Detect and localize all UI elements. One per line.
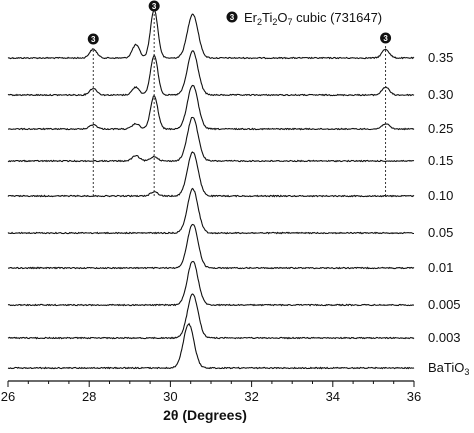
series-traces (7, 7, 415, 370)
series-line (7, 322, 415, 370)
reference-marker-label: 3 (383, 34, 388, 43)
reference-marker (380, 32, 392, 44)
series-line (7, 223, 415, 270)
legend: 3 Er2Ti2O7 cubic (731647) (226, 10, 382, 27)
series-line (7, 84, 415, 131)
reference-markers: 3 3 3 (87, 0, 392, 45)
series-label: BaTiO3 (428, 360, 469, 377)
legend-marker-icon (226, 11, 238, 23)
series-label: 0.15 (428, 153, 453, 168)
series-label: 0.30 (428, 87, 453, 102)
series-line (7, 293, 415, 340)
legend-marker-label: 3 (230, 13, 235, 22)
x-tick-label: 32 (244, 389, 258, 404)
series-line (7, 151, 415, 198)
series-label: 0.003 (428, 330, 461, 345)
x-tick-label: 34 (326, 389, 340, 404)
x-axis-title: 2θ (Degrees) (163, 407, 247, 423)
x-tick-label: 30 (163, 389, 177, 404)
series-label: 0.10 (428, 188, 453, 203)
reference-marker-label: 3 (152, 2, 157, 11)
series-labels: 0.35 0.30 0.25 0.15 0.10 0.05 0.01 0.005 0.003 Ba… (428, 50, 469, 377)
series-label: 0.35 (428, 50, 453, 65)
reference-lines (92, 14, 387, 198)
x-axis: 26 28 30 32 34 36 (1, 380, 421, 404)
reference-marker (148, 0, 160, 12)
series-line (7, 116, 415, 163)
series-line (7, 7, 415, 60)
x-tick-label: 36 (407, 389, 421, 404)
series-line (7, 260, 415, 307)
x-tick-label: 26 (1, 389, 15, 404)
legend-text: Er2Ti2O7 cubic (731647) (244, 10, 382, 27)
series-line (7, 187, 415, 235)
series-label: 0.05 (428, 225, 453, 240)
reference-marker (87, 33, 99, 45)
series-line (7, 50, 415, 97)
series-label: 0.25 (428, 121, 453, 136)
x-tick-label: 28 (82, 389, 96, 404)
series-label: 0.01 (428, 260, 453, 275)
reference-marker-label: 3 (91, 35, 96, 44)
series-label: 0.005 (428, 297, 461, 312)
